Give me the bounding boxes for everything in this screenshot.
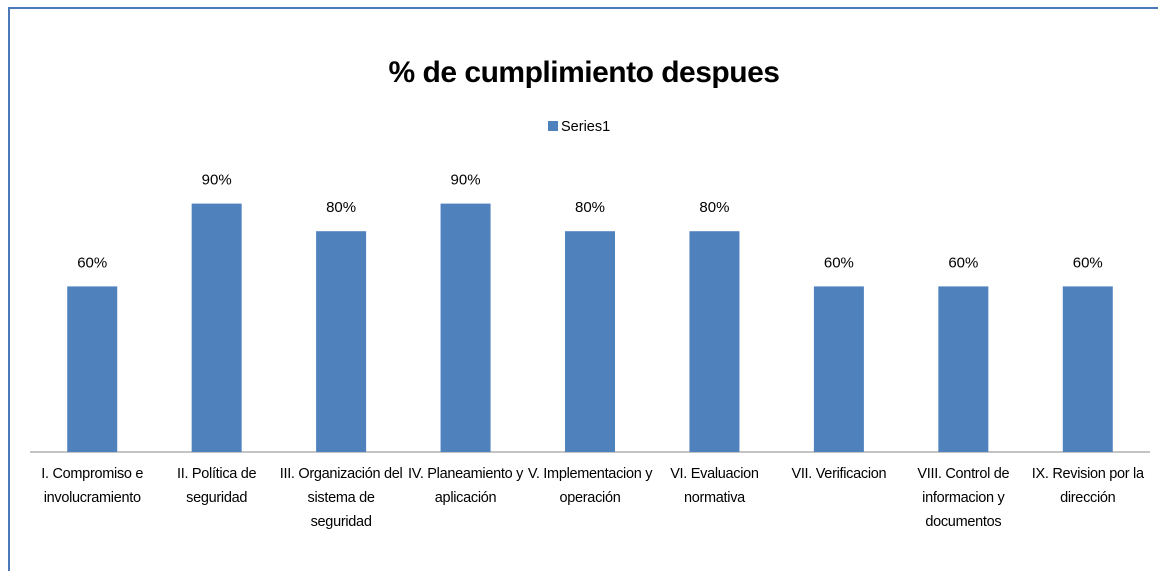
data-label: 80% (575, 199, 605, 216)
bar (689, 231, 740, 452)
data-label: 60% (824, 254, 854, 271)
x-tick-label: IX. Revision por la dirección (1031, 466, 1144, 506)
x-tick-label: I. Compromiso e involucramiento (41, 466, 144, 506)
x-tick-label: III. Organización del sistema de segurid… (279, 466, 403, 530)
legend-swatch (548, 121, 558, 131)
data-label: 60% (1073, 254, 1103, 271)
bar (565, 231, 615, 452)
legend-label: Series1 (561, 119, 610, 135)
data-label: 80% (326, 199, 356, 216)
bar (191, 203, 242, 452)
data-label: 90% (202, 172, 232, 189)
data-label: 60% (77, 254, 107, 271)
x-tick-label: VI. Evaluacion normativa (670, 466, 759, 506)
x-tick-label: VII. Verificacion (791, 466, 887, 482)
bar (67, 286, 118, 452)
x-tick-label: IV. Planeamiento y aplicación (408, 466, 524, 506)
data-label: 80% (699, 199, 729, 216)
x-tick-label: V. Implementacion y operación (527, 466, 653, 506)
bar (316, 231, 367, 452)
bar (440, 203, 491, 452)
x-tick-label: II. Política de seguridad (176, 466, 257, 506)
bar (1062, 286, 1113, 452)
chart-title: % de cumplimiento despues (389, 56, 780, 89)
bar (938, 286, 989, 452)
data-label: 60% (948, 254, 978, 271)
data-label: 90% (451, 172, 481, 189)
bar (813, 286, 864, 452)
chart-frame (8, 7, 1158, 571)
x-tick-label: VIII. Control de informacion y documento… (917, 466, 1010, 530)
